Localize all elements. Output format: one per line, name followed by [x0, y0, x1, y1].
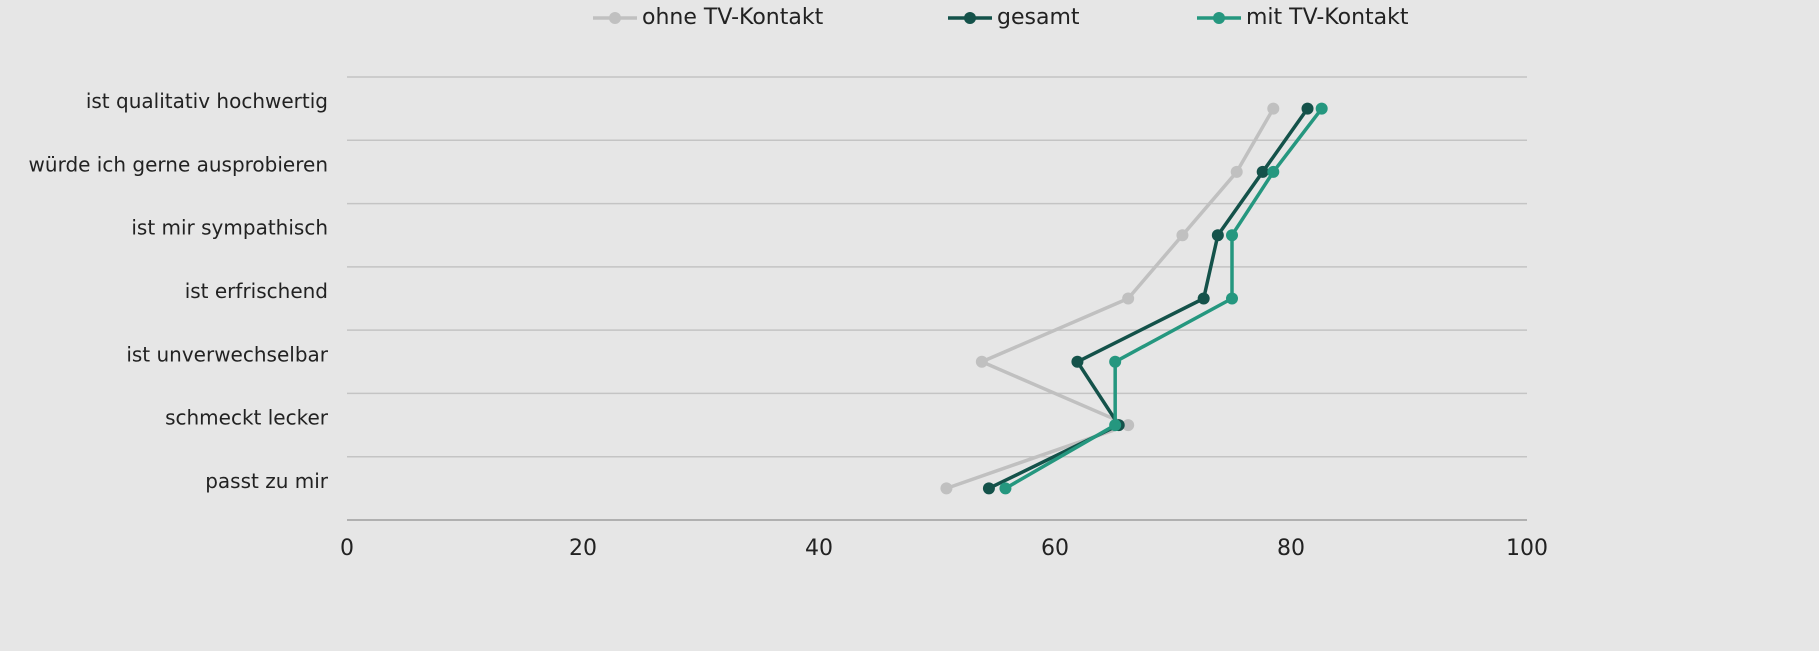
x-tick-label: 0	[340, 536, 354, 561]
legend-label: ohne TV-Kontakt	[642, 5, 824, 30]
point	[1301, 102, 1314, 115]
point	[1230, 165, 1243, 178]
legend-label: gesamt	[997, 5, 1080, 30]
point	[1256, 165, 1269, 178]
y-tick-label: ist erfrischend	[185, 279, 328, 303]
x-tick-label: 80	[1277, 536, 1305, 561]
point	[940, 482, 953, 495]
y-tick-label: ist mir sympathisch	[131, 216, 328, 240]
point	[1122, 419, 1135, 432]
legend-label: mit TV-Kontakt	[1246, 5, 1409, 30]
point	[1267, 165, 1280, 178]
point	[999, 482, 1012, 495]
point	[1109, 355, 1122, 368]
point	[1122, 292, 1135, 305]
point	[1176, 229, 1189, 242]
point	[1226, 292, 1238, 305]
point	[1226, 229, 1238, 242]
point	[1071, 355, 1084, 368]
legend-marker	[609, 12, 621, 24]
y-tick-label: schmeckt lecker	[165, 406, 329, 430]
y-tick-label: ist unverwechselbar	[126, 342, 328, 366]
legend-marker	[1213, 12, 1225, 24]
point	[1197, 292, 1210, 305]
point	[1315, 102, 1328, 115]
y-tick-label: würde ich gerne ausprobieren	[29, 152, 328, 176]
y-tick-label: passt zu mir	[205, 469, 329, 493]
point	[982, 482, 995, 495]
x-tick-label: 100	[1506, 536, 1548, 561]
x-tick-label: 40	[805, 536, 833, 561]
point	[975, 355, 988, 368]
legend-marker	[964, 12, 976, 24]
x-tick-label: 20	[569, 536, 597, 561]
x-tick-label: 60	[1041, 536, 1069, 561]
point	[1267, 102, 1280, 115]
y-tick-label: ist qualitativ hochwertig	[86, 89, 328, 113]
point	[1109, 419, 1122, 432]
point	[1211, 229, 1224, 242]
